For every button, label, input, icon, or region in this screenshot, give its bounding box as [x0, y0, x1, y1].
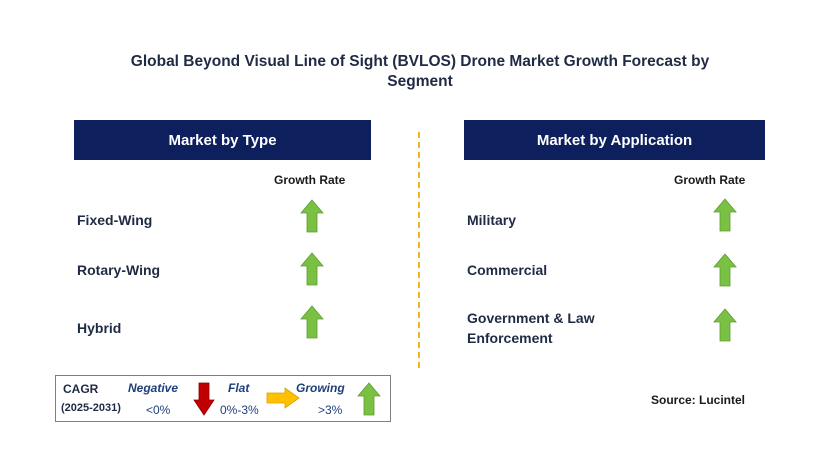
segment-label-commercial: Commercial [467, 262, 548, 278]
legend-growing-label: Growing [296, 381, 345, 395]
growth-rate-label-type: Growth Rate [274, 173, 346, 187]
down-arrow-icon [193, 382, 215, 416]
legend-negative-label: Negative [128, 381, 179, 395]
legend-growing-value: >3% [318, 403, 343, 417]
dashed-divider [418, 132, 420, 368]
up-arrow-icon [300, 199, 324, 233]
segment-label-fixed-wing: Fixed-Wing [77, 212, 153, 228]
market-by-type-header: Market by Type [74, 120, 371, 160]
page-title: Global Beyond Visual Line of Sight (BVLO… [130, 53, 710, 90]
segment-label-government-law-enforcement: Government & Law Enforcement [467, 308, 595, 348]
up-arrow-icon [713, 198, 737, 232]
legend-period: (2025-2031) [61, 402, 121, 414]
segment-label-line: Government & Law [467, 310, 595, 326]
segment-label-military: Military [467, 212, 517, 228]
legend-cagr-label: CAGR [63, 382, 99, 396]
segment-label-rotary-wing: Rotary-Wing [77, 262, 161, 278]
right-arrow-icon [266, 387, 300, 409]
up-arrow-icon [357, 382, 381, 416]
source-label: Source: Lucintel [651, 393, 746, 407]
legend-negative-value: <0% [146, 403, 171, 417]
up-arrow-icon [300, 252, 324, 286]
up-arrow-icon [713, 308, 737, 342]
growth-rate-label-application: Growth Rate [674, 173, 746, 187]
market-by-application-header: Market by Application [464, 120, 765, 160]
up-arrow-icon [713, 253, 737, 287]
segment-label-line: Enforcement [467, 330, 553, 346]
cagr-legend: CAGR (2025-2031) Negative <0% Flat 0%-3%… [55, 375, 391, 422]
segment-label-hybrid: Hybrid [77, 320, 122, 336]
legend-flat-label: Flat [228, 381, 250, 395]
up-arrow-icon [300, 305, 324, 339]
legend-flat-value: 0%-3% [220, 403, 259, 417]
